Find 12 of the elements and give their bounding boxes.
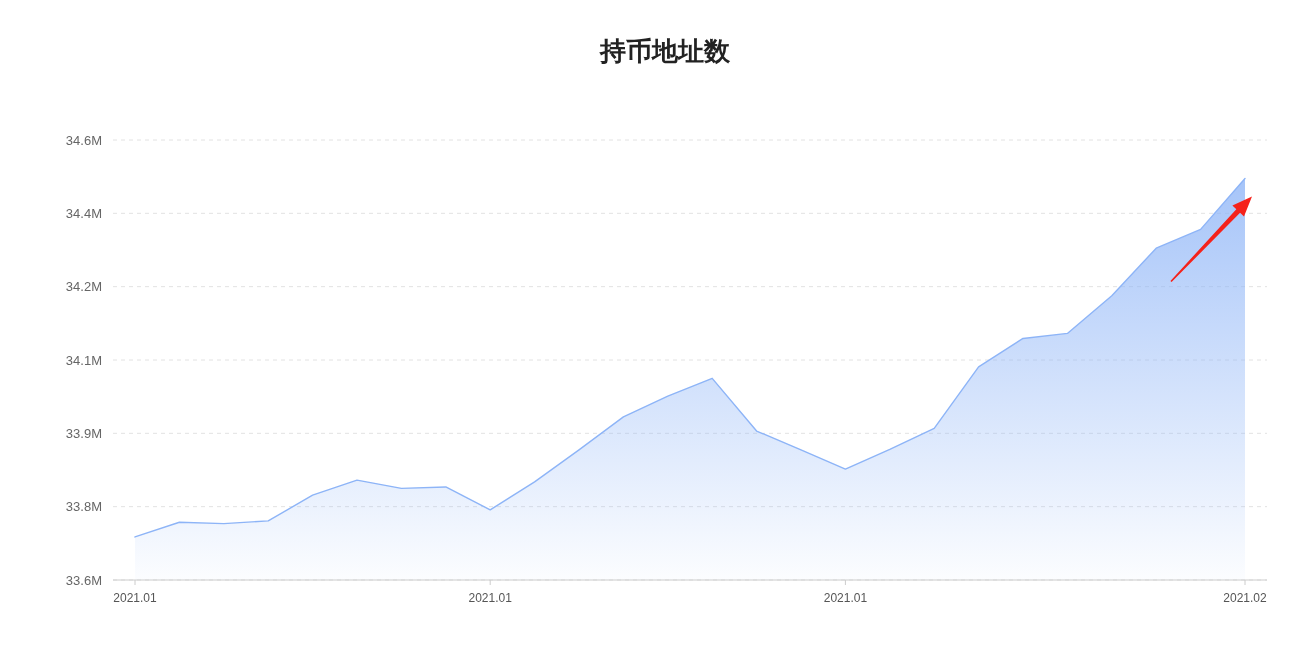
x-tick-label: 2021.01 (113, 591, 158, 605)
x-tick-label: 2021.02 (1223, 591, 1268, 605)
y-tick-label: 33.8M (65, 499, 102, 515)
chart-title: 持币地址数 (599, 36, 731, 66)
y-tick-label: 33.9M (65, 425, 102, 441)
y-tick-label: 34.6M (65, 132, 102, 148)
y-tick-label: 34.2M (65, 279, 102, 295)
y-tick-label: 33.6M (65, 572, 102, 588)
y-tick-label: 34.4M (65, 205, 102, 221)
y-tick-label: 34.1M (65, 352, 102, 368)
x-tick-label: 2021.01 (823, 591, 868, 605)
x-tick-label: 2021.01 (468, 591, 513, 605)
